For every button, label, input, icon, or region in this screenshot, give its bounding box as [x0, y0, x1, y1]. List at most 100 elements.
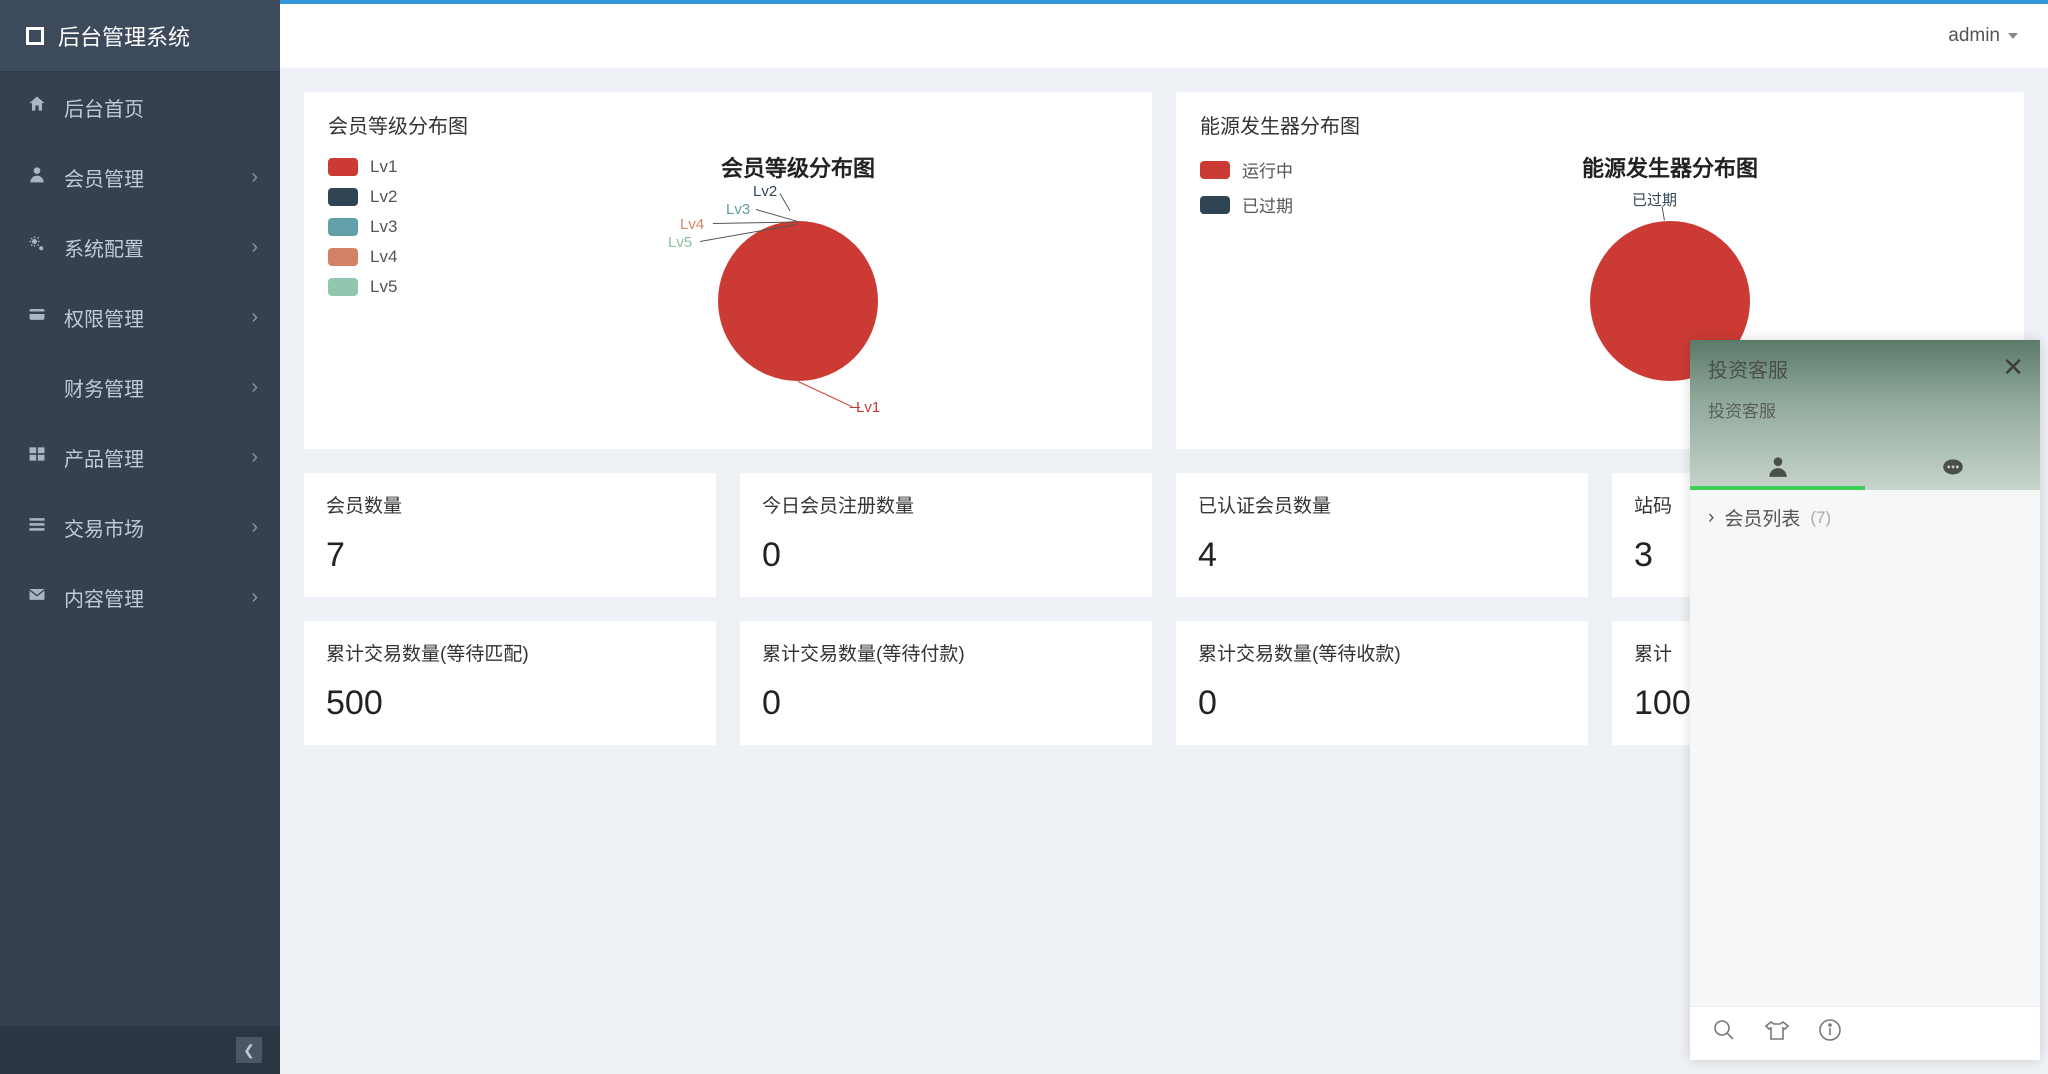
user-menu[interactable]: admin	[1948, 25, 2018, 47]
sidebar-item-3[interactable]: 权限管理 ›	[0, 282, 280, 352]
sidebar-item-2[interactable]: 系统配置 ›	[0, 212, 280, 282]
chevron-right-icon: ›	[251, 166, 258, 189]
stat-card: 累计交易数量(等待付款)0	[740, 621, 1152, 745]
mail-icon	[24, 584, 50, 610]
card-icon	[24, 304, 50, 330]
stat-card: 今日会员注册数量 0	[740, 473, 1152, 597]
chevron-right-icon: ›	[251, 446, 258, 469]
list-icon	[24, 514, 50, 540]
legend-label: Lv2	[370, 187, 397, 207]
user-icon	[24, 164, 50, 190]
legend-label: Lv1	[370, 157, 397, 177]
chat-subtitle: 投资客服	[1708, 397, 2022, 422]
pie-label-lv3: Lv3	[726, 201, 750, 218]
chart-title: 会员等级分布图	[721, 151, 875, 183]
legend-item[interactable]: Lv3	[328, 217, 468, 237]
stat-title: 累计交易数量(等待收款)	[1198, 639, 1566, 666]
legend-label: 已过期	[1242, 192, 1293, 217]
sidebar-item-5[interactable]: 产品管理›	[0, 422, 280, 492]
home-icon	[24, 94, 50, 120]
chat-title: 投资客服	[1708, 354, 2022, 383]
sidebar-item-label: 系统配置	[64, 233, 144, 262]
chat-group-count: (7)	[1810, 508, 1831, 528]
legend-generator: 运行中已过期	[1200, 151, 1340, 431]
chevron-right-icon: ›	[1708, 507, 1714, 529]
chevron-right-icon: ›	[251, 376, 258, 399]
info-icon[interactable]	[1818, 1018, 1842, 1049]
stat-card: 会员数量7	[304, 473, 716, 597]
chart-title: 能源发生器分布图	[1582, 151, 1758, 183]
legend-item[interactable]: Lv1	[328, 157, 468, 177]
sidebar-item-7[interactable]: 内容管理 ›	[0, 562, 280, 632]
caret-down-icon	[2008, 33, 2018, 39]
sidebar-collapse[interactable]: ❮	[0, 1026, 280, 1074]
chart-member-level: 会员等级分布图 Lv2 Lv3 Lv4 Lv5 Lv1	[468, 151, 1128, 431]
stat-value: 4	[1198, 536, 1566, 575]
panel-title: 能源发生器分布图	[1200, 110, 2000, 139]
panel-member-level: 会员等级分布图 Lv1Lv2Lv3Lv4Lv5 会员等级分布图 Lv2 Lv3 …	[304, 92, 1152, 449]
pie-label-lv2: Lv2	[753, 183, 777, 200]
legend-swatch	[1200, 161, 1230, 179]
chevron-right-icon: ›	[251, 306, 258, 329]
stat-card: 累计交易数量(等待匹配)500	[304, 621, 716, 745]
legend-swatch	[328, 158, 358, 176]
pie-member-level	[718, 221, 878, 381]
windows-icon	[24, 444, 50, 470]
legend-label: 运行中	[1242, 157, 1293, 182]
legend-item[interactable]: Lv2	[328, 187, 468, 207]
pie-label-lv4: Lv4	[680, 216, 704, 233]
stat-card: 累计交易数量(等待收款) 0	[1176, 621, 1588, 745]
sidebar-item-1[interactable]: 会员管理 ›	[0, 142, 280, 212]
sidebar-nav: 后台首页会员管理›系统配置›权限管理›财务管理›产品管理›交易市场›内容管理›	[0, 72, 280, 632]
sidebar-item-label: 会员管理	[64, 163, 144, 192]
legend-item[interactable]: 已过期	[1200, 192, 1340, 217]
person-icon	[1765, 453, 1791, 479]
legend-swatch	[1200, 196, 1230, 214]
sidebar-item-label: 财务管理	[64, 373, 144, 402]
user-name: admin	[1948, 25, 2000, 47]
stat-title: 已认证会员数量	[1198, 491, 1566, 518]
chat-header: 投资客服 投资客服 ✕	[1690, 340, 2040, 490]
stat-title: 累计交易数量(等待付款)	[762, 639, 1130, 666]
close-icon[interactable]: ✕	[2002, 352, 2024, 383]
legend-swatch	[328, 218, 358, 236]
gears-icon	[24, 234, 50, 260]
pie-label-expired: 已过期	[1632, 189, 1677, 210]
search-icon[interactable]	[1712, 1018, 1736, 1049]
stat-value: 0	[1198, 684, 1566, 723]
stat-title: 今日会员注册数量	[762, 491, 1130, 518]
stat-card: 已认证会员数量 4	[1176, 473, 1588, 597]
legend-label: Lv5	[370, 277, 397, 297]
stat-title: 会员数量	[326, 491, 694, 518]
sidebar-item-4[interactable]: 财务管理 ›	[0, 352, 280, 422]
chat-bubble-icon	[1940, 455, 1966, 481]
chevron-right-icon: ›	[251, 586, 258, 609]
sidebar-item-6[interactable]: 交易市场 ›	[0, 492, 280, 562]
legend-swatch	[328, 188, 358, 206]
chevron-left-icon: ❮	[236, 1037, 262, 1063]
sidebar-item-label: 交易市场	[64, 513, 144, 542]
tab-messages[interactable]	[1865, 446, 2040, 490]
legend-item[interactable]: Lv5	[328, 277, 468, 297]
sidebar-item-label: 权限管理	[64, 303, 144, 332]
stat-value: 0	[762, 536, 1130, 575]
stat-title: 累计交易数量(等待匹配)	[326, 639, 694, 666]
panel-title: 会员等级分布图	[328, 110, 1128, 139]
legend-item[interactable]: 运行中	[1200, 157, 1340, 182]
brand[interactable]: 后台管理系统	[0, 0, 280, 72]
chat-group-label: 会员列表	[1724, 504, 1800, 531]
sidebar-item-label: 后台首页	[64, 93, 144, 122]
legend-item[interactable]: Lv4	[328, 247, 468, 267]
legend-label: Lv3	[370, 217, 397, 237]
tab-contacts[interactable]	[1690, 446, 1865, 490]
chevron-right-icon: ›	[251, 516, 258, 539]
chevron-right-icon: ›	[251, 236, 258, 259]
chat-body: › 会员列表 (7)	[1690, 490, 2040, 1006]
chat-footer	[1690, 1006, 2040, 1060]
sidebar-item-label: 内容管理	[64, 583, 144, 612]
sidebar-item-0[interactable]: 后台首页	[0, 72, 280, 142]
chat-group-members[interactable]: › 会员列表 (7)	[1708, 504, 2022, 531]
legend-member-level: Lv1 Lv2 Lv3 Lv4 Lv5	[328, 151, 468, 431]
shirt-icon[interactable]	[1764, 1018, 1790, 1049]
chat-widget: 投资客服 投资客服 ✕ › 会员列表 (7)	[1690, 340, 2040, 1060]
